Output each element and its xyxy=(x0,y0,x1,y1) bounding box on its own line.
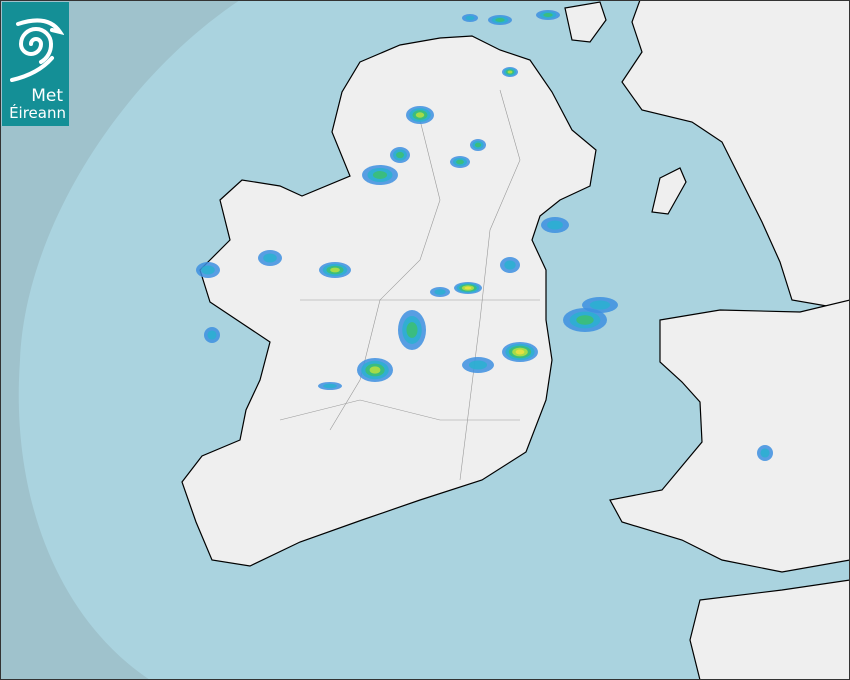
scotland-islands xyxy=(564,1,607,43)
precipitation-cell xyxy=(507,70,513,74)
precipitation-cell xyxy=(415,112,425,118)
precipitation-cell xyxy=(323,383,337,389)
precipitation-cell xyxy=(760,448,770,458)
land xyxy=(181,0,850,680)
precipitation-cell xyxy=(474,142,482,148)
ireland xyxy=(181,35,597,567)
southwest-england xyxy=(689,579,850,680)
precipitation-cell xyxy=(201,265,215,275)
precipitation-cell xyxy=(547,220,563,230)
precipitation-cell xyxy=(434,289,446,295)
precipitation-layer xyxy=(196,10,773,461)
spiral-logo-icon xyxy=(10,18,64,82)
precipitation-cell xyxy=(543,13,553,17)
brand-line2: Éireann xyxy=(9,104,66,122)
precipitation-cell xyxy=(515,349,525,355)
precipitation-cell xyxy=(330,267,340,273)
precipitation-cell xyxy=(369,366,381,374)
isle-of-man xyxy=(651,167,687,215)
precipitation-cell xyxy=(468,360,488,370)
county-borders xyxy=(279,89,540,481)
precipitation-cell xyxy=(576,315,594,325)
precipitation-cell xyxy=(465,15,475,21)
precipitation-cell xyxy=(456,159,464,165)
met-eireann-logo[interactable]: Met Éireann xyxy=(2,2,69,126)
wales-england xyxy=(609,299,850,573)
precipitation-cell xyxy=(207,330,217,340)
precipitation-cell xyxy=(372,171,388,179)
precipitation-cell xyxy=(589,300,611,310)
brand-line1: Met xyxy=(31,86,63,106)
precipitation-cell xyxy=(396,151,404,159)
precipitation-cell xyxy=(504,260,516,270)
precipitation-cell xyxy=(263,253,277,263)
precipitation-cell xyxy=(495,18,505,22)
precipitation-cell xyxy=(464,286,472,290)
precipitation-cell xyxy=(406,322,418,338)
